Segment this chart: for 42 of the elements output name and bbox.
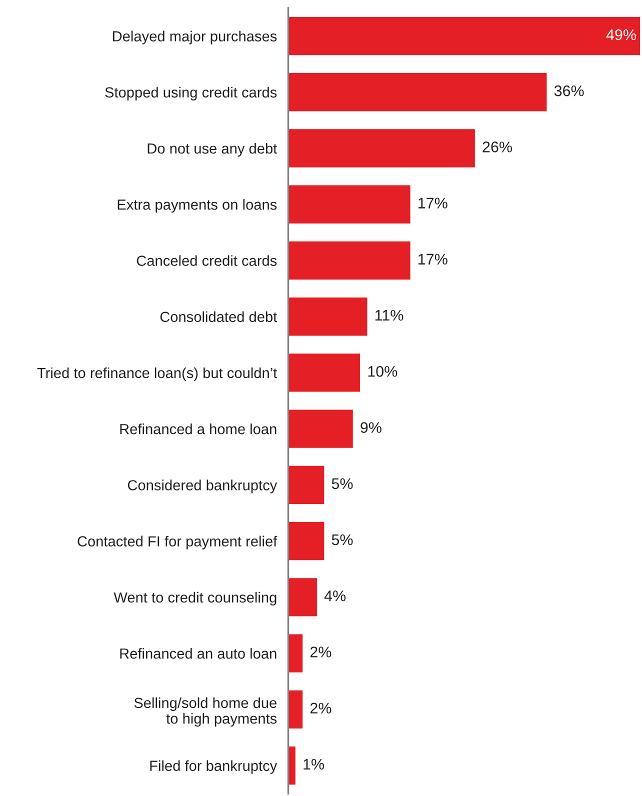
bar bbox=[288, 746, 296, 785]
data-label: 17% bbox=[418, 254, 448, 265]
bar bbox=[288, 73, 547, 112]
bar bbox=[288, 466, 324, 504]
bar bbox=[288, 578, 317, 616]
y-tick-label: Do not use any debt bbox=[148, 142, 278, 157]
data-label: 1% bbox=[304, 758, 324, 770]
data-label: 11% bbox=[375, 310, 404, 321]
data-label: 49% bbox=[606, 29, 636, 40]
bar bbox=[288, 690, 303, 729]
y-tick-label: Tried to refinance loan(s) but couldn’t bbox=[37, 367, 278, 382]
data-label: 26% bbox=[482, 142, 512, 152]
bar bbox=[288, 522, 324, 560]
y-tick-label: Went to credit counseling bbox=[114, 592, 276, 606]
y-tick-label: Filed for bankruptcy bbox=[150, 760, 278, 774]
y-tick-label: Extra payments on loans bbox=[118, 199, 277, 213]
y-tick-label: Selling/sold home due to high payments bbox=[134, 697, 277, 727]
y-tick-label: Refinanced a home loan bbox=[120, 424, 276, 434]
y-tick-label: Stopped using credit cards bbox=[105, 86, 277, 100]
bar bbox=[288, 185, 410, 224]
data-label: 2% bbox=[310, 702, 332, 714]
y-tick-label: Refinanced an auto loan bbox=[120, 648, 276, 659]
data-label: 10% bbox=[368, 366, 398, 377]
bar bbox=[288, 298, 368, 336]
data-label: 9% bbox=[360, 422, 382, 433]
data-label: 17% bbox=[418, 198, 448, 208]
bar bbox=[288, 634, 303, 672]
data-label: 2% bbox=[310, 646, 332, 658]
bar bbox=[288, 16, 640, 56]
y-tick-label: Contacted FI for payment relief bbox=[78, 536, 278, 550]
bar bbox=[288, 129, 475, 168]
bar bbox=[288, 354, 360, 392]
y-tick-label: Delayed major purchases bbox=[112, 30, 277, 44]
data-label: 36% bbox=[554, 85, 584, 96]
data-label: 4% bbox=[324, 590, 346, 602]
y-tick-label: Consolidated debt bbox=[160, 311, 278, 322]
data-label: 5% bbox=[332, 534, 353, 546]
bar bbox=[288, 241, 410, 280]
bar bbox=[288, 410, 353, 448]
data-label: 5% bbox=[332, 478, 353, 490]
y-tick-label: Considered bankruptcy bbox=[128, 480, 278, 494]
y-tick-label: Canceled credit cards bbox=[136, 255, 277, 266]
